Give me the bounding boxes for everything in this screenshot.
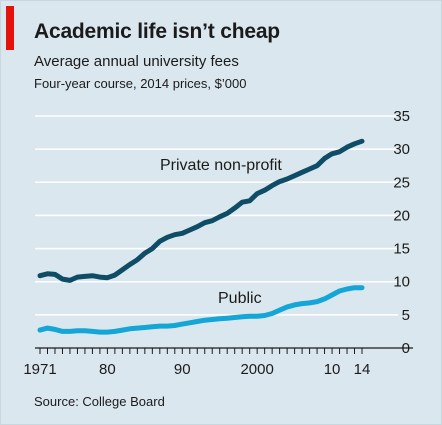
series-label-private-non-profit: Private non-profit — [160, 157, 282, 174]
chart-title: Academic life isn’t cheap — [34, 20, 280, 43]
series-line-public — [37, 285, 365, 335]
series-line-private-non-profit — [37, 138, 365, 283]
accent-bar — [6, 6, 14, 50]
y-tick-label: 15 — [393, 241, 410, 258]
x-tick-label: 10 — [324, 361, 341, 378]
y-tick-label: 25 — [393, 174, 410, 191]
x-tick-label: 2000 — [240, 361, 273, 378]
y-tick-label: 20 — [393, 207, 410, 224]
y-tick-label: 10 — [393, 274, 410, 291]
chart-subtitle: Average annual university fees — [34, 53, 239, 70]
y-tick-label: 30 — [393, 141, 410, 158]
chart-source: Source: College Board — [34, 394, 165, 409]
chart-units: Four-year course, 2014 prices, $’000 — [34, 76, 247, 91]
y-tick-label: 35 — [393, 108, 410, 125]
x-tick-label: 1971 — [23, 361, 56, 378]
y-tick-label: 5 — [402, 307, 410, 324]
series-label-public: Public — [218, 290, 262, 307]
x-tick-label: 90 — [174, 361, 191, 378]
x-tick-label: 14 — [354, 361, 371, 378]
x-tick-label: 80 — [99, 361, 116, 378]
